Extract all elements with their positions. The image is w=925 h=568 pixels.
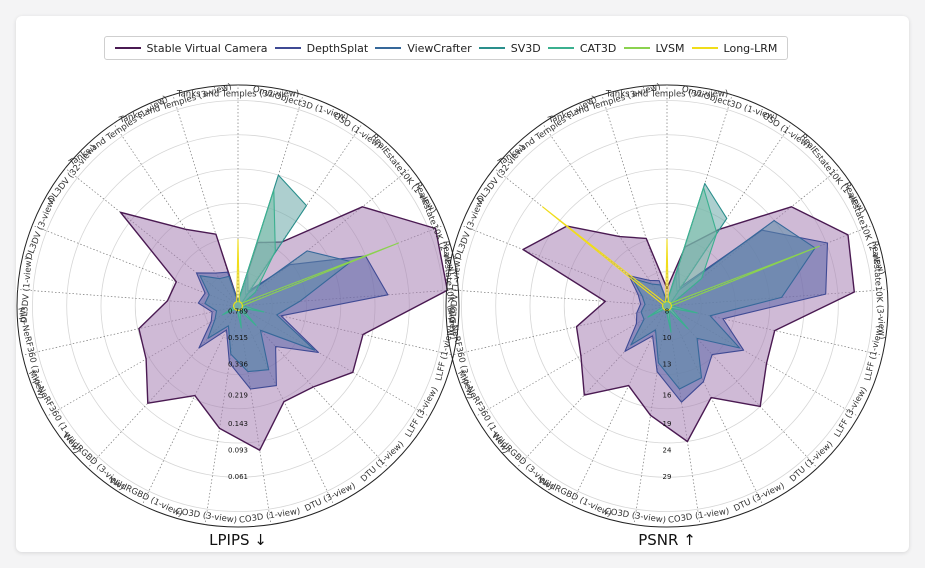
legend-swatch: [691, 47, 718, 49]
legend-item: DepthSplat: [274, 41, 369, 55]
axis-label: LLFF (3-view): [833, 385, 870, 439]
grid-ring: [495, 134, 839, 478]
tick-label: 13: [663, 360, 672, 368]
series-polygon-viewcrafter: [630, 220, 816, 390]
chart-title: LPIPS ↓: [209, 531, 267, 549]
axis-label: DTU (1-view): [359, 439, 406, 484]
series-polygon-long-lrm: [542, 206, 672, 311]
axis-label: DTU (1-view): [788, 439, 835, 484]
axis-label: DL3DV (1-view): [19, 257, 34, 324]
tick-label: 0.219: [228, 391, 248, 399]
tick-label: 29: [663, 473, 672, 481]
tick-label: 19: [663, 420, 672, 428]
legend: Stable Virtual Camera DepthSplat ViewCraft…: [104, 36, 788, 60]
radar-chart-lpips: Tanks and Temples (32-view)OmniObject3D …: [15, 82, 460, 549]
legend-swatch: [623, 47, 650, 49]
legend-label: LVSM: [655, 41, 685, 55]
tick-label: 0.061: [228, 473, 248, 481]
axis-label: CO3D (3-view): [175, 507, 238, 526]
radar-chart-psnr: Tanks and Temples (32-view)OmniObject3D …: [444, 82, 889, 549]
legend-item: SV3D: [478, 41, 541, 55]
series-polygon-long-lrm: [233, 239, 243, 311]
axis-label: CO3D (3-view): [604, 507, 667, 526]
tick-label: 0.093: [228, 447, 248, 455]
axis-label: Tanks and Temples (32-view): [605, 89, 728, 99]
series-polygon-viewcrafter: [199, 250, 352, 373]
legend-label: ViewCrafter: [407, 41, 472, 55]
axis-label: CO3D (1-view): [238, 507, 301, 526]
legend-swatch: [478, 47, 505, 49]
tick-label: 10: [663, 334, 672, 342]
tick-label: 0.515: [228, 334, 248, 342]
tick-label: 16: [663, 391, 672, 399]
legend-item: ViewCrafter: [375, 41, 472, 55]
legend-item: LVSM: [623, 41, 685, 55]
legend-label: SV3D: [510, 41, 541, 55]
legend-swatch: [375, 47, 402, 49]
legend-label: CAT3D: [579, 41, 617, 55]
legend-swatch: [547, 47, 574, 49]
grid-ring: [461, 100, 873, 512]
legend-swatch: [114, 47, 141, 49]
axis-label: Tanks and Temples (3-view): [546, 82, 662, 126]
legend-item: CAT3D: [547, 41, 617, 55]
legend-swatch: [274, 47, 301, 49]
tick-label: 24: [663, 447, 672, 455]
axis-label: LLFF (1-view): [863, 325, 885, 382]
axis-label: Tanks and Temples (3-view): [117, 82, 233, 126]
chart-title: PSNR ↑: [638, 531, 696, 549]
tick-label: 0.336: [228, 360, 249, 368]
tick-label: 0.143: [228, 420, 248, 428]
legend-item: Long-LRM: [691, 41, 778, 55]
legend-label: Long-LRM: [723, 41, 778, 55]
legend-label: DepthSplat: [306, 41, 369, 55]
grid-ring: [32, 100, 444, 512]
axis-label: Tanks and Temples (32-view): [176, 89, 299, 99]
legend-label: Stable Virtual Camera: [146, 41, 268, 55]
legend-item: Stable Virtual Camera: [114, 41, 268, 55]
axis-label: LLFF (3-view): [404, 385, 441, 439]
tick-label: 0.789: [228, 307, 248, 315]
axis-label: DL3DV (1-view): [448, 257, 463, 324]
axis-label: CO3D (1-view): [667, 507, 730, 526]
tick-label: 8: [665, 307, 669, 315]
